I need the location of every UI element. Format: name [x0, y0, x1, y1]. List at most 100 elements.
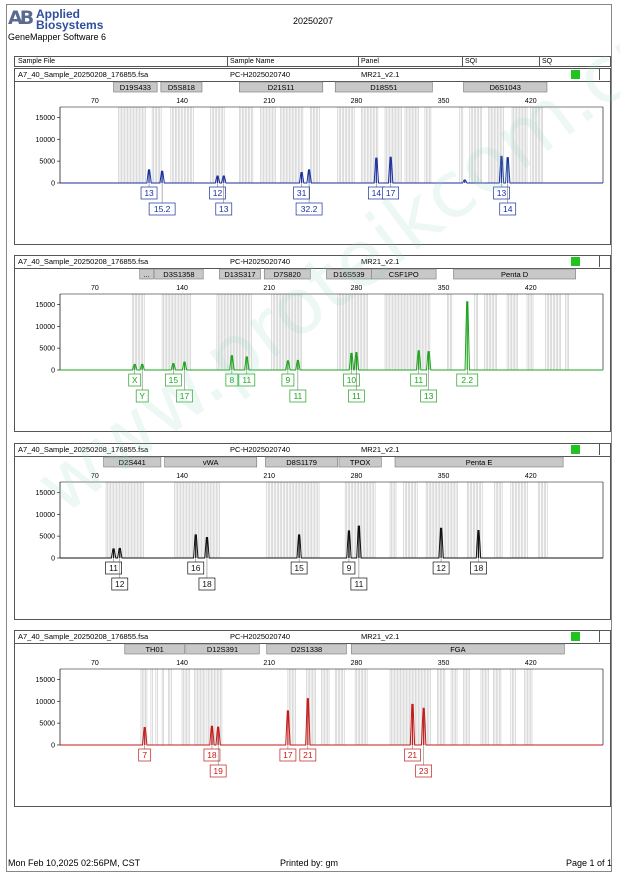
allele-call-label: 11 — [242, 375, 251, 385]
locus-name: Penta E — [466, 458, 493, 467]
x-tick-label: 210 — [263, 285, 275, 292]
footer-timestamp: Mon Feb 10,2025 02:56PM, CST — [8, 858, 141, 868]
locus-bar — [113, 81, 158, 93]
allele-call-label: 13 — [424, 391, 434, 401]
allele-call-label: 9 — [347, 563, 352, 573]
allele-call-label: 8 — [229, 375, 234, 385]
x-tick-label: 350 — [438, 98, 450, 105]
column-divider — [358, 57, 359, 66]
locus-name: D21S11 — [268, 83, 295, 92]
locus-name: TH01 — [145, 645, 163, 654]
column-divider — [227, 57, 228, 66]
allele-call-label: 19 — [213, 766, 223, 776]
column-header-sample-file: Sample File — [18, 58, 55, 65]
column-divider — [599, 256, 600, 267]
sample-file-name: A7_40_Sample_20250208_176855.fsa — [18, 632, 149, 641]
allele-call-label: 15 — [294, 563, 304, 573]
sample-file-name: A7_40_Sample_20250208_176855.fsa — [18, 70, 149, 79]
x-tick-label: 280 — [351, 660, 363, 667]
locus-name: D3S1358 — [163, 270, 194, 279]
allele-call-box — [289, 389, 307, 403]
y-tick-label: 10000 — [36, 512, 56, 519]
allele-call-label: 21 — [303, 750, 313, 760]
allele-call-label: 9 — [286, 375, 291, 385]
locus-bar — [219, 268, 261, 280]
y-tick-label: 5000 — [39, 534, 55, 541]
allele-call-label: 14 — [372, 188, 382, 198]
allele-call-label: 12 — [436, 563, 446, 573]
allele-call-box — [342, 561, 356, 575]
allele-call-label: Y — [139, 391, 145, 401]
y-tick-label: 5000 — [39, 721, 55, 728]
x-tick-label: 210 — [263, 473, 275, 480]
locus-name: vWA — [203, 458, 219, 467]
locus-bar — [371, 268, 437, 280]
allele-call-box — [215, 202, 233, 216]
sample-panel-black: A7_40_Sample_20250208_176855.fsa PC-H202… — [14, 443, 611, 620]
x-tick-label: 70 — [91, 285, 99, 292]
allele-call-box — [148, 202, 176, 216]
quality-status-icon — [571, 70, 580, 79]
allele-call-label: 17 — [180, 391, 190, 401]
x-tick-label: 140 — [176, 285, 188, 292]
locus-name: D12S391 — [207, 645, 238, 654]
x-tick-label: 70 — [91, 660, 99, 667]
column-divider — [599, 444, 600, 455]
x-tick-label: 420 — [525, 285, 537, 292]
column-header-panel: Panel — [361, 58, 379, 65]
locus-name: D2S1338 — [291, 645, 322, 654]
allele-call-label: 15 — [169, 375, 179, 385]
locus-bar — [338, 456, 382, 468]
locus-bar — [334, 81, 433, 93]
panel-name: MR21_v2.1 — [361, 632, 400, 641]
panel-name: MR21_v2.1 — [361, 445, 400, 454]
locus-name: D13S317 — [224, 270, 255, 279]
y-tick-label: 0 — [51, 368, 55, 375]
allele-call-box — [420, 389, 437, 403]
allele-call-label: 17 — [283, 750, 293, 760]
locus-name: ... — [143, 270, 149, 279]
panel-name: MR21_v2.1 — [361, 70, 400, 79]
electropherogram-black: D2S441 vWA D8S1179 TPOX Penta E 70 140 210 280 35… — [36, 456, 604, 591]
locus-bar — [124, 643, 185, 655]
sample-info-row[interactable]: A7_40_Sample_20250208_176855.fsa PC-H202… — [15, 256, 610, 269]
locus-bar — [160, 81, 203, 93]
sample-info-row[interactable]: A7_40_Sample_20250208_176855.fsa PC-H202… — [15, 69, 610, 82]
y-tick-label: 15000 — [36, 302, 56, 309]
report-date: 20250207 — [293, 16, 334, 26]
locus-bar — [351, 643, 565, 655]
sample-info-row[interactable]: A7_40_Sample_20250208_176855.fsa PC-H202… — [15, 444, 610, 457]
x-tick-label: 350 — [438, 473, 450, 480]
sample-panel-blue: A7_40_Sample_20250208_176855.fsa PC-H202… — [14, 68, 611, 245]
locus-bar — [266, 643, 347, 655]
footer-printed-by: Printed by: gm — [280, 858, 339, 868]
allele-call-box — [238, 373, 256, 387]
sample-name: PC-H2025020740 — [230, 632, 291, 641]
allele-call-label: 12 — [115, 579, 125, 589]
locus-bar — [239, 81, 324, 93]
y-tick-label: 15000 — [36, 115, 56, 122]
y-tick-label: 15000 — [36, 490, 56, 497]
allele-call-box — [225, 373, 239, 387]
allele-call-box — [281, 373, 295, 387]
sample-info-row[interactable]: A7_40_Sample_20250208_176855.fsa PC-H202… — [15, 631, 610, 644]
locus-name: D7S820 — [274, 270, 301, 279]
report-page — [6, 4, 612, 872]
allele-call-label: 15.2 — [154, 204, 171, 214]
allele-call-box — [343, 373, 360, 387]
quality-status-icon — [571, 632, 580, 641]
allele-call-box — [410, 373, 428, 387]
brand-name-line1: Applied — [36, 7, 80, 21]
brand-name-line2: Biosystems — [36, 18, 104, 32]
allele-call-label: 23 — [419, 766, 429, 776]
sample-panel-green: A7_40_Sample_20250208_176855.fsa PC-H202… — [14, 255, 611, 432]
locus-bar — [265, 456, 339, 468]
x-tick-label: 350 — [438, 285, 450, 292]
allele-call-box — [135, 389, 149, 403]
allele-call-box — [105, 561, 122, 575]
locus-bar — [164, 456, 258, 468]
locus-name: FGA — [450, 645, 465, 654]
allele-call-label: 13 — [497, 188, 507, 198]
x-tick-label: 280 — [351, 285, 363, 292]
